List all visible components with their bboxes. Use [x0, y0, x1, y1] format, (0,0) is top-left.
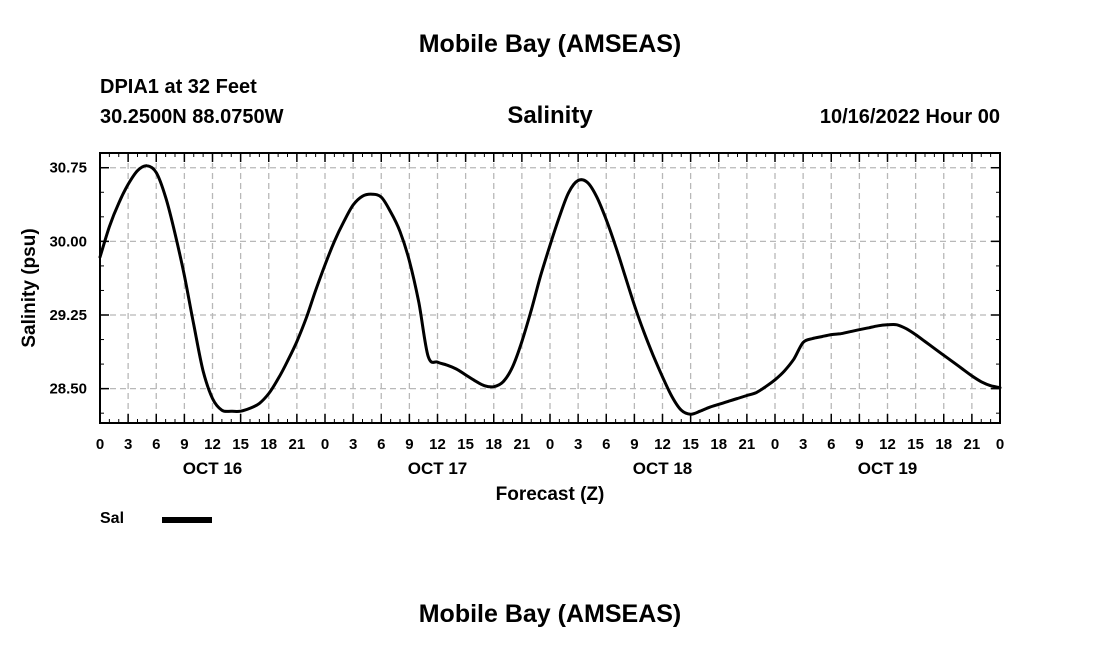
x-tick-label: 6	[827, 436, 835, 453]
x-tick-label: 15	[907, 436, 924, 453]
forecast-datetime: 10/16/2022 Hour 00	[819, 106, 1000, 128]
x-tick-label: 3	[574, 436, 582, 453]
chart-title-top: Mobile Bay (AMSEAS)	[418, 30, 682, 58]
x-tick-label: 12	[654, 436, 671, 453]
x-tick-label: 0	[771, 436, 779, 453]
x-tick-label: 0	[321, 436, 329, 453]
day-labels: OCT 16 OCT 17 OCT 18 OCT 19	[183, 459, 918, 478]
x-tick-label: 21	[964, 436, 981, 453]
coordinates-label: 30.2500N 88.0750W	[100, 106, 284, 128]
x-tick-label: 6	[377, 436, 385, 453]
x-axis-label: Forecast (Z)	[496, 484, 605, 505]
x-tick-label: 15	[232, 436, 249, 453]
y-axis-label: Salinity (psu)	[19, 228, 40, 347]
day-label: OCT 18	[633, 459, 693, 478]
x-tick-label: 21	[514, 436, 531, 453]
x-tick-label: 3	[799, 436, 807, 453]
y-tick-label: 29.25	[49, 307, 87, 324]
x-tick-label: 21	[289, 436, 306, 453]
legend: Sal	[100, 510, 230, 530]
x-tick-label: 18	[710, 436, 727, 453]
x-tick-label: 6	[152, 436, 160, 453]
series-line-sal	[98, 164, 1002, 416]
x-tick-label: 9	[630, 436, 638, 453]
x-tick-label: 12	[429, 436, 446, 453]
y-tick-label: 30.75	[49, 160, 87, 177]
x-tick-label: 6	[602, 436, 610, 453]
station-label: DPIA1 at 32 Feet	[100, 76, 257, 98]
day-label: OCT 16	[183, 459, 243, 478]
chart-subtitle: Salinity	[507, 102, 593, 129]
y-tick-labels: 30.75 30.00 29.25 28.50	[49, 160, 87, 398]
day-label: OCT 19	[858, 459, 918, 478]
x-tick-label: 0	[996, 436, 1004, 453]
x-tick-label: 18	[935, 436, 952, 453]
y-tick-label: 30.00	[49, 233, 87, 250]
x-tick-labels: 0 3 6 9 12 15 18 21 0 3 6 9 12 15 18 21 0 3 6 9 12 15 18 21 0 3 6 9…	[96, 436, 1004, 453]
x-tick-label: 0	[546, 436, 554, 453]
x-tick-label: 15	[457, 436, 474, 453]
plot-frame	[99, 152, 1001, 424]
day-label: OCT 17	[408, 459, 468, 478]
chart-title-bottom: Mobile Bay (AMSEAS)	[418, 600, 682, 628]
x-tick-label: 3	[124, 436, 132, 453]
x-tick-label: 18	[260, 436, 277, 453]
legend-label: Sal	[100, 510, 125, 527]
x-tick-label: 9	[855, 436, 863, 453]
x-tick-label: 15	[682, 436, 699, 453]
x-tick-label: 12	[204, 436, 221, 453]
x-tick-label: 21	[739, 436, 756, 453]
legend-swatch	[162, 517, 212, 523]
x-tick-label: 9	[405, 436, 413, 453]
x-tick-label: 18	[485, 436, 502, 453]
x-tick-label: 3	[349, 436, 357, 453]
x-tick-label: 9	[180, 436, 188, 453]
grid-lines	[100, 153, 1000, 423]
y-tick-label: 28.50	[49, 381, 87, 398]
x-tick-label: 0	[96, 436, 104, 453]
x-tick-label: 12	[879, 436, 896, 453]
salinity-chart: 0 3 6 9 12 15 18 21 0 3 6 9 12 15 18 21 0 3 6 9 12 15 18 21 0 3 6 9…	[19, 152, 1004, 505]
